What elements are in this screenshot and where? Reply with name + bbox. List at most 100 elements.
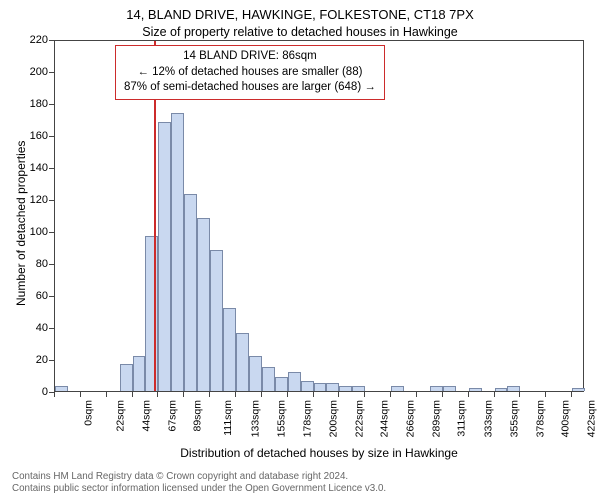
y-tick-mark — [49, 40, 54, 41]
histogram-bar — [430, 386, 443, 391]
x-tick-label: 155sqm — [276, 400, 287, 437]
histogram-bar — [326, 383, 339, 391]
histogram-bar — [339, 386, 352, 391]
x-tick-label: 222sqm — [354, 400, 365, 437]
y-tick-label: 0 — [18, 387, 48, 398]
x-tick-label: 244sqm — [380, 400, 391, 437]
x-tick-mark — [132, 392, 133, 397]
y-tick-mark — [49, 104, 54, 105]
x-tick-label: 422sqm — [587, 400, 598, 437]
x-tick-mark — [442, 392, 443, 397]
footer-line: Contains HM Land Registry data © Crown c… — [12, 471, 386, 484]
annotation-line: ← 12% of detached houses are smaller (88… — [124, 65, 376, 81]
x-tick-label: 67sqm — [167, 400, 178, 432]
histogram-bar — [223, 308, 236, 391]
y-tick-mark — [49, 360, 54, 361]
x-tick-mark — [313, 392, 314, 397]
x-tick-mark — [494, 392, 495, 397]
x-tick-mark — [54, 392, 55, 397]
histogram-bar — [301, 381, 314, 391]
x-tick-mark — [157, 392, 158, 397]
histogram-bar — [184, 194, 197, 391]
y-tick-label: 20 — [18, 355, 48, 366]
x-tick-mark — [571, 392, 572, 397]
y-tick-label: 220 — [18, 35, 48, 46]
x-tick-mark — [261, 392, 262, 397]
x-tick-mark — [390, 392, 391, 397]
x-tick-label: 200sqm — [328, 400, 339, 437]
y-tick-label: 200 — [18, 67, 48, 78]
histogram-bar — [275, 377, 288, 391]
x-axis-label: Distribution of detached houses by size … — [169, 446, 469, 460]
title-block: 14, BLAND DRIVE, HAWKINGE, FOLKESTONE, C… — [0, 0, 600, 40]
histogram-bar — [210, 250, 223, 391]
footer-line: Contains public sector information licen… — [12, 483, 386, 496]
y-tick-mark — [49, 72, 54, 73]
x-tick-mark — [338, 392, 339, 397]
x-tick-label: 333sqm — [483, 400, 494, 437]
histogram-bar — [120, 364, 133, 391]
y-tick-label: 40 — [18, 323, 48, 334]
y-tick-mark — [49, 296, 54, 297]
x-tick-mark — [106, 392, 107, 397]
y-tick-label: 80 — [18, 259, 48, 270]
y-tick-label: 120 — [18, 195, 48, 206]
plot-area: 14 BLAND DRIVE: 86sqm← 12% of detached h… — [54, 40, 584, 392]
y-tick-label: 60 — [18, 291, 48, 302]
x-tick-mark — [519, 392, 520, 397]
histogram-bar — [314, 383, 327, 391]
chart-title: 14, BLAND DRIVE, HAWKINGE, FOLKESTONE, C… — [0, 6, 600, 24]
x-tick-label: 0sqm — [84, 400, 95, 426]
y-tick-mark — [49, 168, 54, 169]
histogram-bar — [197, 218, 210, 391]
x-tick-mark — [416, 392, 417, 397]
footer-attribution: Contains HM Land Registry data © Crown c… — [12, 471, 386, 496]
histogram-bar — [288, 372, 301, 391]
y-tick-mark — [49, 328, 54, 329]
annotation-line: 87% of semi-detached houses are larger (… — [124, 80, 376, 96]
histogram-bar — [352, 386, 365, 391]
histogram-bar — [391, 386, 404, 391]
histogram-bar — [133, 356, 146, 391]
histogram-bar — [572, 388, 585, 391]
annotation-box: 14 BLAND DRIVE: 86sqm← 12% of detached h… — [115, 45, 385, 100]
histogram-bar — [262, 367, 275, 391]
histogram-bar — [55, 386, 68, 391]
histogram-chart: 14, BLAND DRIVE, HAWKINGE, FOLKESTONE, C… — [0, 0, 600, 500]
x-tick-label: 22sqm — [115, 400, 126, 432]
y-tick-label: 180 — [18, 99, 48, 110]
x-tick-label: 133sqm — [250, 400, 261, 437]
x-tick-label: 266sqm — [406, 400, 417, 437]
x-tick-mark — [545, 392, 546, 397]
x-tick-mark — [209, 392, 210, 397]
x-tick-mark — [235, 392, 236, 397]
x-tick-label: 289sqm — [431, 400, 442, 437]
x-tick-label: 44sqm — [141, 400, 152, 432]
histogram-bar — [158, 122, 171, 391]
y-tick-label: 140 — [18, 163, 48, 174]
histogram-bar — [171, 113, 184, 391]
histogram-bar — [249, 356, 262, 391]
x-tick-label: 89sqm — [193, 400, 204, 432]
x-tick-mark — [364, 392, 365, 397]
y-tick-label: 100 — [18, 227, 48, 238]
x-tick-label: 111sqm — [223, 400, 234, 436]
x-tick-mark — [468, 392, 469, 397]
x-tick-mark — [287, 392, 288, 397]
x-tick-label: 178sqm — [302, 400, 313, 437]
x-tick-label: 355sqm — [509, 400, 520, 437]
x-tick-mark — [80, 392, 81, 397]
y-tick-mark — [49, 264, 54, 265]
histogram-bar — [495, 388, 508, 391]
x-tick-label: 311sqm — [457, 400, 468, 437]
x-tick-mark — [183, 392, 184, 397]
histogram-bar — [145, 236, 158, 391]
x-tick-label: 400sqm — [561, 400, 572, 437]
histogram-bar — [469, 388, 482, 391]
annotation-line: 14 BLAND DRIVE: 86sqm — [124, 49, 376, 65]
y-tick-mark — [49, 136, 54, 137]
x-tick-label: 378sqm — [535, 400, 546, 437]
y-tick-label: 160 — [18, 131, 48, 142]
histogram-bar — [507, 386, 520, 391]
histogram-bar — [443, 386, 456, 391]
